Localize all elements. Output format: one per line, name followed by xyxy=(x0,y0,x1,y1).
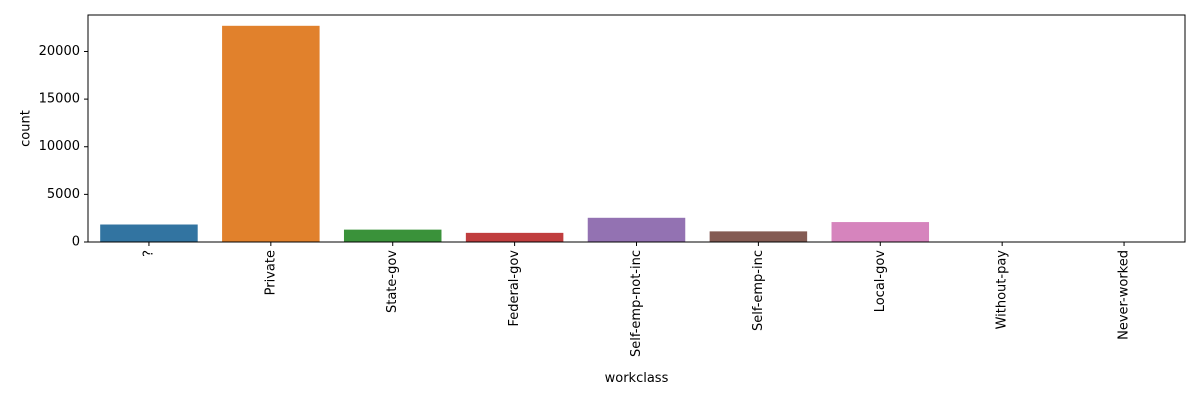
y-tick-label: 0 xyxy=(72,235,80,250)
y-tick-label: 10000 xyxy=(39,139,80,154)
bar-unknown xyxy=(100,224,198,242)
x-tick-label: Self-emp-inc xyxy=(751,250,766,331)
x-tick-label: Federal-gov xyxy=(507,250,522,327)
x-tick-label: State-gov xyxy=(385,250,400,313)
y-tick-label: 15000 xyxy=(39,92,80,107)
bar-private xyxy=(222,25,320,243)
plot-frame xyxy=(87,14,1186,243)
bar-self-emp-inc xyxy=(709,231,808,242)
bar-federal-gov xyxy=(465,232,564,242)
x-tick-label: Private xyxy=(263,250,278,295)
x-tick-label: ? xyxy=(141,250,156,257)
x-tick-label: Without-pay xyxy=(995,250,1010,330)
y-tick-label: 20000 xyxy=(39,44,80,59)
bar-state-gov xyxy=(343,229,442,242)
y-axis-label: count xyxy=(19,110,34,147)
y-tick-label: 5000 xyxy=(47,187,80,202)
bars-group xyxy=(100,25,1173,243)
x-tick-label: Local-gov xyxy=(873,250,888,313)
bar-local-gov xyxy=(831,222,930,242)
bar-self-emp-not-inc xyxy=(587,217,686,242)
x-axis-label: workclass xyxy=(605,371,669,386)
x-tick-label: Never-worked xyxy=(1117,250,1132,340)
x-tick-label: Self-emp-not-inc xyxy=(629,250,644,357)
y-axis: 0 5000 10000 15000 20000 xyxy=(39,44,88,250)
x-axis: ? Private State-gov Federal-gov Self-emp-not… xyxy=(141,242,1132,357)
